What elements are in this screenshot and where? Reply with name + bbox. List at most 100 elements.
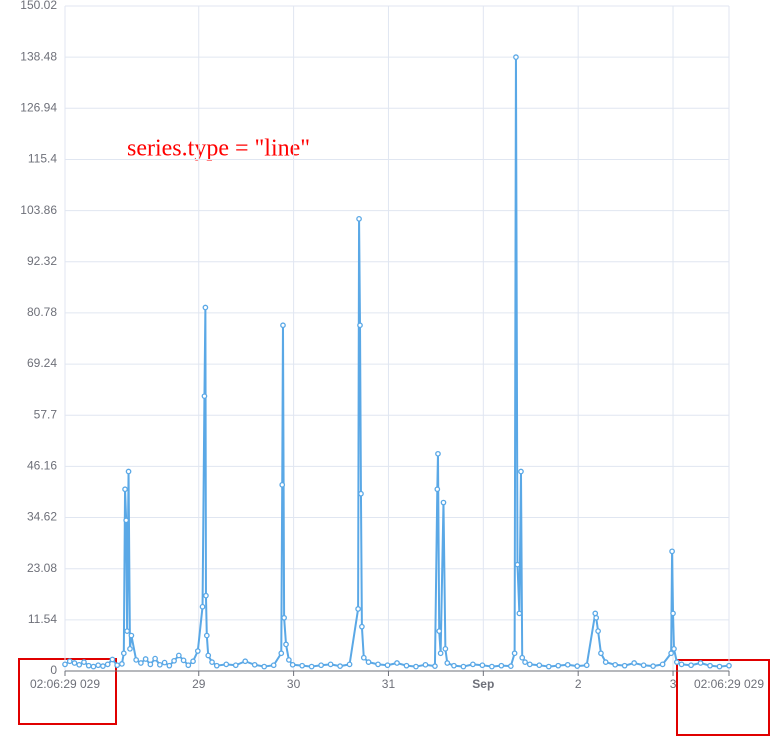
- data-point: [671, 645, 677, 652]
- data-point: [85, 662, 92, 669]
- data-point: [384, 662, 391, 669]
- data-point: [175, 652, 182, 659]
- data-point: [232, 662, 239, 669]
- data-point: [138, 660, 144, 666]
- data-point: [555, 662, 562, 669]
- data-point: [120, 650, 127, 657]
- highlight-box: [676, 659, 770, 736]
- data-point: [355, 606, 361, 612]
- data-point: [574, 663, 581, 669]
- data-point: [489, 663, 495, 670]
- data-point: [346, 661, 353, 668]
- data-point: [498, 662, 505, 669]
- data-point: [592, 610, 599, 617]
- data-point: [281, 614, 287, 621]
- annotation: series.type = "line": [127, 136, 310, 162]
- data-point: [185, 662, 192, 669]
- data-point: [318, 662, 324, 669]
- data-point: [142, 656, 149, 662]
- data-point: [365, 659, 372, 665]
- data-point: [536, 662, 543, 669]
- data-point: [669, 548, 675, 555]
- highlight-box: [18, 658, 117, 725]
- data-point: [359, 623, 365, 630]
- data-point: [100, 663, 106, 669]
- data-point: [460, 663, 467, 670]
- data-point: [123, 517, 130, 524]
- data-point: [668, 650, 674, 657]
- data-point: [279, 481, 286, 488]
- y-tick-label: 126.94: [20, 100, 57, 114]
- data-point: [119, 661, 125, 667]
- data-point: [357, 322, 363, 329]
- data-point: [161, 659, 168, 666]
- data-point: [440, 499, 447, 506]
- y-tick-label: 80.78: [27, 305, 57, 319]
- data-point: [308, 663, 315, 670]
- data-point: [435, 450, 441, 457]
- data-point: [564, 661, 571, 668]
- data-point: [511, 650, 518, 657]
- data-point: [203, 592, 209, 599]
- data-point: [602, 659, 609, 665]
- data-point: [213, 662, 220, 669]
- data-point: [95, 662, 102, 669]
- data-point: [337, 663, 343, 669]
- data-point: [223, 661, 230, 668]
- data-point: [71, 660, 78, 666]
- data-point: [199, 603, 206, 610]
- data-point: [127, 645, 133, 652]
- data-point: [688, 662, 694, 669]
- data-point: [394, 660, 400, 666]
- y-tick-label: 57.7: [34, 407, 58, 421]
- x-tick-label: 02:06:29 029: [30, 677, 100, 691]
- data-point: [152, 655, 158, 662]
- data-point: [612, 661, 619, 668]
- y-tick-label: 69.24: [27, 356, 57, 370]
- data-point: [659, 661, 666, 668]
- data-point: [280, 322, 286, 329]
- y-tick-label: 23.08: [27, 561, 57, 575]
- data-point: [122, 486, 128, 493]
- data-point: [678, 661, 685, 668]
- x-tick-label: 2: [575, 677, 582, 691]
- data-point: [422, 661, 429, 668]
- data-point: [201, 393, 208, 400]
- data-point: [593, 614, 600, 621]
- data-point: [104, 661, 111, 668]
- data-point: [278, 650, 285, 657]
- data-point: [299, 662, 305, 669]
- data-point: [66, 658, 73, 665]
- data-point: [327, 661, 334, 668]
- data-point: [514, 561, 521, 568]
- x-tick-label: 31: [382, 677, 396, 691]
- data-point: [726, 662, 732, 669]
- x-tick-label: Sep: [472, 677, 494, 691]
- x-tick-label: 29: [192, 677, 206, 691]
- x-tick-label: 30: [287, 677, 301, 691]
- data-point: [518, 468, 524, 475]
- data-point: [375, 661, 381, 668]
- data-point: [631, 660, 637, 666]
- x-tick-label: 02:06:29 029: [694, 677, 764, 691]
- data-point: [436, 628, 443, 634]
- data-point: [125, 468, 132, 475]
- data-point: [251, 661, 258, 668]
- data-point: [673, 659, 680, 665]
- data-point: [90, 663, 97, 670]
- y-tick-label: 103.86: [20, 203, 57, 217]
- data-point: [697, 660, 704, 666]
- data-point: [507, 663, 514, 669]
- y-tick-label: 34.62: [27, 510, 57, 524]
- data-point: [432, 663, 438, 669]
- data-point: [526, 661, 533, 668]
- data-point: [289, 661, 296, 668]
- data-point: [621, 662, 628, 669]
- y-tick-label: 11.54: [28, 612, 57, 626]
- data-point: [157, 661, 163, 668]
- data-point: [470, 661, 476, 668]
- data-point: [437, 650, 444, 657]
- data-point: [171, 657, 177, 664]
